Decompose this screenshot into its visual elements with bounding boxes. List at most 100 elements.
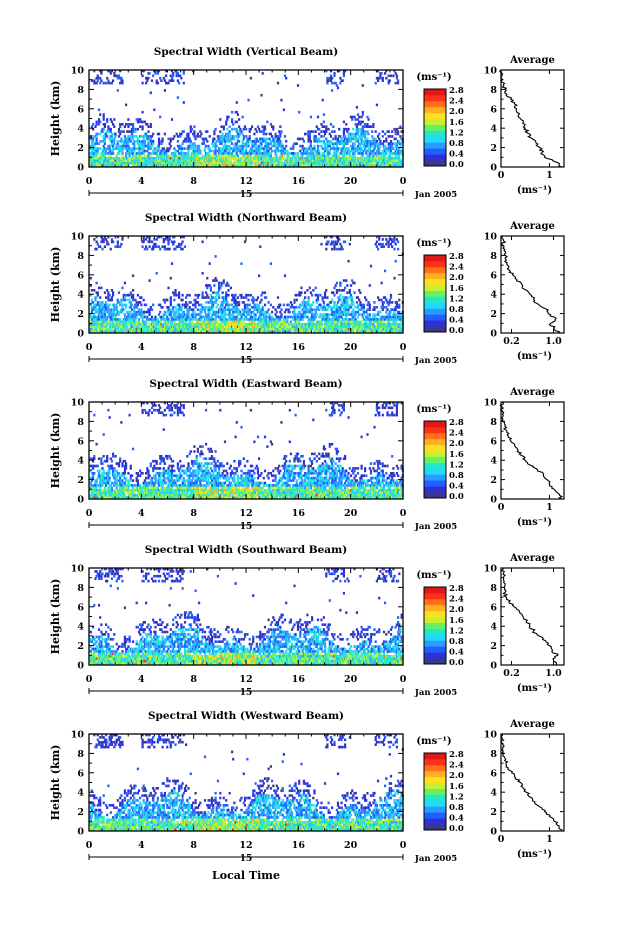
average-frame — [501, 70, 564, 167]
heatmap-cell — [313, 138, 315, 141]
heatmap-cell — [237, 147, 239, 150]
heatmap-cell — [164, 311, 166, 314]
heatmap-cell — [149, 142, 151, 145]
heatmap-cell — [112, 152, 114, 155]
heatmap-cell — [272, 128, 274, 131]
heatmap-cell — [146, 79, 148, 82]
heatmap-cell — [298, 321, 300, 324]
heatmap-cell — [265, 318, 267, 321]
heatmap-cell — [171, 262, 173, 265]
heatmap-cell — [240, 321, 242, 324]
day-label: 15 — [240, 190, 253, 200]
heatmap-cell — [144, 121, 146, 124]
heatmap-cell — [323, 121, 325, 124]
heatmap-cell — [251, 162, 253, 165]
heatmap-cell — [320, 123, 322, 126]
heatmap-cell — [352, 133, 354, 136]
heatmap-cell — [126, 318, 128, 321]
heatmap-cell — [104, 291, 106, 294]
heatmap-cell — [227, 306, 229, 309]
heatmap-cell — [173, 241, 175, 244]
heatmap-cell — [395, 130, 397, 133]
y-axis-label: Height (km) — [49, 81, 62, 157]
heatmap-cell — [99, 113, 101, 116]
heatmap-cell — [227, 308, 229, 311]
heatmap-cell — [164, 89, 166, 92]
heatmap-cell — [116, 145, 118, 148]
heatmap-cell — [193, 155, 195, 158]
heatmap-cell — [328, 140, 330, 143]
heatmap-cell — [118, 128, 120, 131]
heatmap-cells — [90, 70, 404, 167]
heatmap-cell — [262, 306, 264, 309]
heatmap-cell — [232, 323, 234, 326]
colorbar-segment — [424, 125, 446, 131]
heatmap-cell — [182, 313, 184, 316]
heatmap-cell — [176, 316, 178, 319]
heatmap-cell — [243, 135, 245, 138]
heatmap-cell — [90, 328, 92, 331]
heatmap-cell — [99, 301, 101, 304]
heatmap-cell — [272, 138, 274, 141]
colorbar-tick-label: 0.8 — [449, 139, 464, 149]
heatmap-cell — [375, 152, 377, 155]
heatmap-cell — [170, 138, 172, 141]
heatmap-cell — [92, 140, 94, 143]
colorbar-tick-label: 0.4 — [449, 149, 464, 159]
heatmap-cell — [130, 306, 132, 309]
heatmap-cell — [112, 159, 114, 162]
heatmap-cell — [92, 123, 94, 126]
heatmap-cell — [117, 243, 119, 246]
heatmap-cell — [362, 142, 364, 145]
heatmap-cell — [200, 133, 202, 136]
heatmap-cell — [302, 147, 304, 150]
heatmap-cell — [103, 113, 105, 116]
heatmap-cell — [137, 313, 139, 316]
heatmap-cell — [204, 150, 206, 153]
heatmap-cell — [318, 150, 320, 153]
heatmap-cell — [139, 147, 141, 150]
heatmap-cell — [131, 323, 133, 326]
heatmap-cell — [205, 145, 207, 148]
heatmap-cell — [183, 323, 185, 326]
x-tick-label: 0 — [400, 176, 407, 187]
heatmap-cell — [98, 123, 100, 126]
heatmap-cell — [243, 296, 245, 299]
heatmap-cell — [197, 133, 199, 136]
heatmap-cell — [211, 142, 213, 145]
heatmap-cell — [336, 282, 338, 285]
heatmap-cell — [187, 152, 189, 155]
colorbar-segment — [424, 113, 446, 119]
heatmap-cell — [308, 296, 310, 299]
heatmap-cell — [96, 308, 98, 311]
heatmap-cell — [384, 72, 386, 75]
heatmap-cell — [345, 155, 347, 158]
heatmap-cell — [118, 291, 120, 294]
heatmap-cell — [199, 328, 201, 331]
heatmap-cell — [111, 238, 113, 241]
heatmap-cell — [156, 147, 158, 150]
heatmap-cell — [151, 135, 153, 138]
heatmap-cell — [166, 147, 168, 150]
heatmap-cell — [339, 147, 341, 150]
heatmap-cell — [220, 159, 222, 162]
heatmap-cell — [111, 121, 113, 124]
heatmap-cell — [384, 155, 386, 158]
heatmap-cell — [223, 282, 225, 285]
heatmap-cell — [215, 318, 217, 321]
heatmap-cell — [218, 138, 220, 141]
heatmap-cell — [273, 157, 275, 160]
heatmap-cell — [118, 135, 120, 138]
heatmap-cell — [121, 238, 123, 241]
heatmap-cell — [331, 308, 333, 311]
heatmap-cell — [372, 150, 374, 153]
heatmap-cell — [91, 125, 93, 128]
heatmap-cell — [150, 138, 152, 141]
heatmap-cell — [317, 306, 319, 309]
heatmap-cell — [323, 152, 325, 155]
heatmap-cell — [277, 140, 279, 143]
heatmap-cell — [247, 299, 249, 302]
heatmap-cell — [331, 323, 333, 326]
heatmap-cell — [358, 130, 360, 133]
heatmap-cell — [110, 311, 112, 314]
